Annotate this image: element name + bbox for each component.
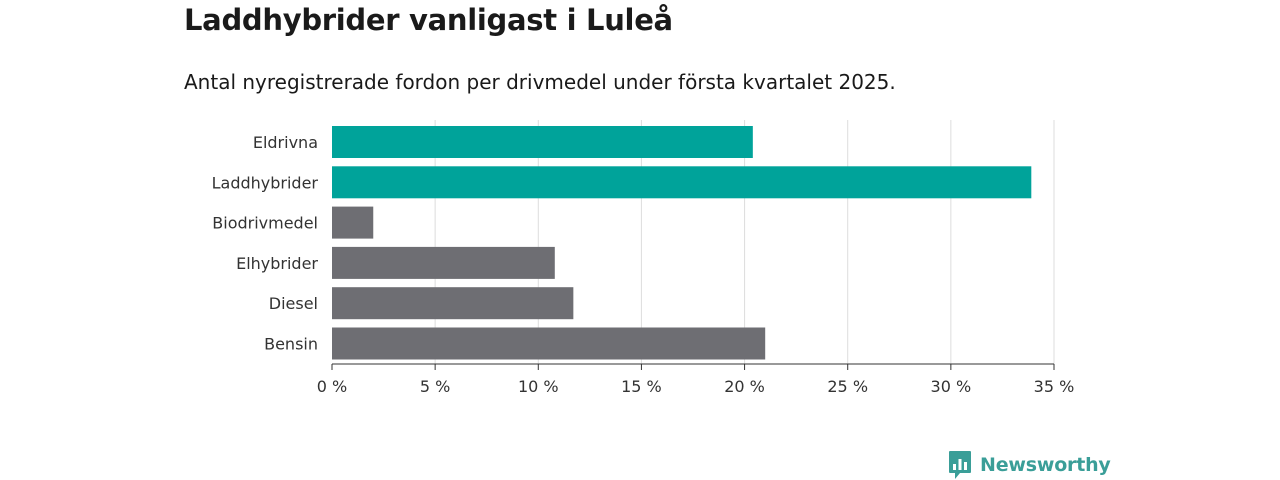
category-label: Laddhybrider — [212, 173, 319, 192]
category-label: Diesel — [269, 294, 318, 313]
bar — [332, 246, 555, 279]
bar — [332, 327, 766, 360]
category-label: Elhybrider — [236, 254, 318, 273]
x-tick-label: 0 % — [317, 377, 347, 396]
x-tick-label: 15 % — [621, 377, 662, 396]
x-axis: 0 % 5 % 10 % 15 % 20 % 25 % 30 % 35 % — [317, 363, 1075, 396]
grid-lines — [434, 120, 1055, 364]
x-tick-label: 20 % — [724, 377, 765, 396]
bars — [332, 126, 1032, 360]
newsworthy-logo: Newsworthy — [948, 450, 1111, 480]
chart-subtitle: Antal nyregistrerade fordon per drivmede… — [184, 70, 896, 94]
x-tick-label: 25 % — [827, 377, 868, 396]
bar — [332, 206, 374, 239]
x-tick-label: 35 % — [1034, 377, 1075, 396]
newsworthy-logo-text: Newsworthy — [980, 454, 1111, 476]
category-label: Biodrivmedel — [212, 214, 318, 233]
bar — [332, 287, 574, 320]
chart-title: Laddhybrider vanligast i Luleå — [184, 3, 673, 37]
x-tick-label: 5 % — [420, 377, 450, 396]
x-tick-label: 10 % — [518, 377, 559, 396]
x-tick-label: 30 % — [931, 377, 972, 396]
category-labels: Eldrivna Laddhybrider Biodrivmedel Elhybrid… — [212, 133, 319, 354]
category-label: Bensin — [264, 335, 318, 354]
category-label: Eldrivna — [253, 133, 318, 152]
bar — [332, 126, 753, 158]
newsworthy-logo-icon — [949, 451, 971, 479]
bar — [332, 166, 1032, 199]
